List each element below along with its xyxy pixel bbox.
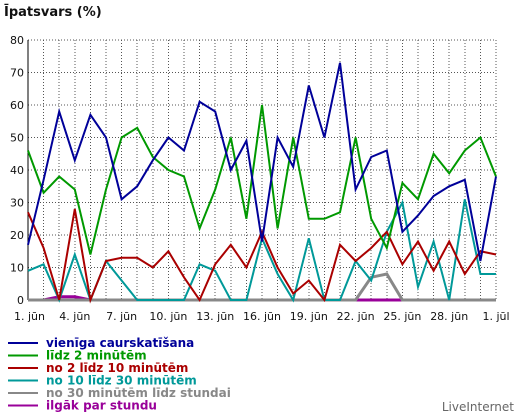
- y-tick-label: 0: [17, 294, 24, 307]
- chart-title: Īpatsvars (%): [4, 5, 102, 20]
- series-line-2: [27, 104, 497, 255]
- legend-label: līdz 2 minūtēm: [46, 349, 147, 363]
- x-tick-label: 4. jūn: [59, 310, 90, 323]
- y-tick-label: 20: [10, 229, 24, 242]
- series-line-1: [27, 62, 497, 262]
- y-tick-label: 80: [10, 34, 24, 47]
- x-tick-label: 7. jūn: [106, 310, 137, 323]
- y-tick-label: 60: [10, 99, 24, 112]
- y-tick-label: 40: [10, 164, 24, 177]
- brand-label: LiveInternet: [442, 400, 514, 414]
- x-tick-label: 13. jūn: [196, 310, 234, 323]
- legend-label: no 30 minūtēm līdz stundai: [46, 386, 231, 400]
- x-tick-label: 10. jūn: [149, 310, 187, 323]
- x-tick-label: 28. jūn: [430, 310, 468, 323]
- x-tick-label: 22. jūn: [337, 310, 375, 323]
- y-tick-label: 30: [10, 197, 24, 210]
- x-tick-label: 1. jūl: [482, 310, 509, 323]
- legend-label: no 10 līdz 30 minūtēm: [46, 374, 197, 388]
- grid-lines: [27, 39, 497, 301]
- legend-label: vienīga caurskatīšana: [46, 336, 194, 350]
- y-tick-label: 50: [10, 132, 24, 145]
- x-tick-label: 1. jūn: [14, 310, 45, 323]
- y-tick-label: 10: [10, 262, 24, 275]
- x-tick-label: 25. jūn: [383, 310, 421, 323]
- x-axis-ticks: 1. jūn 4. jūn 7. jūn 10. jūn 13. jūn 16. jūn 1…: [14, 310, 510, 323]
- series-line-5: [28, 272, 496, 302]
- y-axis-ticks: 0 10 20 30 40 50 60 70 80: [10, 34, 24, 307]
- series-lines: [27, 62, 497, 304]
- y-tick-label: 70: [10, 67, 24, 80]
- legend-label: no 2 līdz 10 minūtēm: [46, 361, 188, 375]
- legend-label: ilgāk par stundu: [46, 399, 157, 413]
- series-line-3: [27, 208, 497, 304]
- x-tick-label: 16. jūn: [243, 310, 281, 323]
- x-tick-label: 19. jūn: [290, 310, 328, 323]
